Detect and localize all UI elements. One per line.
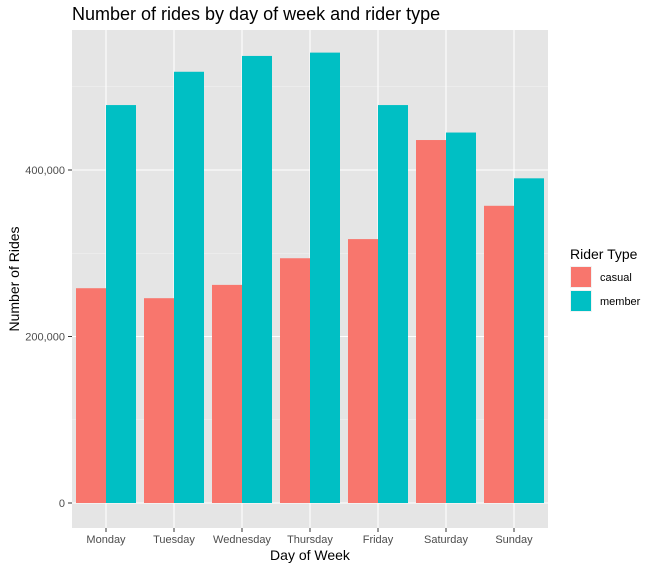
bar-member-monday: [106, 105, 136, 503]
bar-member-thursday: [310, 52, 340, 504]
x-tick-label-friday: Friday: [363, 534, 394, 546]
bar-member-sunday: [514, 178, 544, 503]
bar-casual-sunday: [484, 205, 514, 504]
legend-title: Rider Type: [570, 246, 638, 262]
bar-member-saturday: [446, 132, 476, 503]
legend-label-casual: casual: [600, 272, 632, 284]
y-axis-title: Number of Rides: [6, 226, 22, 331]
legend-items: casual member: [570, 266, 641, 312]
y-tick-label: 400,000: [25, 165, 65, 177]
bar-casual-thursday: [280, 258, 310, 503]
legend-swatch-member: [571, 291, 591, 311]
x-axis: Monday Tuesday Wednesday Thursday Friday Satu…: [86, 528, 533, 546]
bar-casual-saturday: [416, 140, 446, 503]
bar-member-wednesday: [242, 55, 272, 503]
x-tick-label-monday: Monday: [86, 534, 126, 546]
legend-label-member: member: [600, 296, 641, 308]
x-tick-label-tuesday: Tuesday: [153, 534, 195, 546]
x-tick-label-sunday: Sunday: [495, 534, 533, 546]
bar-casual-wednesday: [212, 284, 242, 503]
y-tick-label: 200,000: [25, 332, 65, 344]
legend-swatch-casual: [571, 267, 591, 287]
bar-member-friday: [378, 105, 408, 503]
x-tick-label-wednesday: Wednesday: [213, 534, 271, 546]
bar-casual-monday: [76, 288, 106, 503]
x-tick-label-thursday: Thursday: [287, 534, 333, 546]
x-tick-label-saturday: Saturday: [424, 534, 469, 546]
y-tick-label: 0: [59, 498, 65, 510]
x-axis-title: Day of Week: [270, 547, 351, 563]
bar-casual-friday: [348, 239, 378, 503]
chart-title: Number of rides by day of week and rider…: [72, 4, 441, 24]
y-axis: 0 200,000 400,000: [25, 165, 72, 510]
bars: [76, 52, 544, 504]
bar-casual-tuesday: [144, 298, 174, 503]
bar-member-tuesday: [174, 71, 204, 503]
legend: Rider Type casual member: [570, 246, 641, 312]
